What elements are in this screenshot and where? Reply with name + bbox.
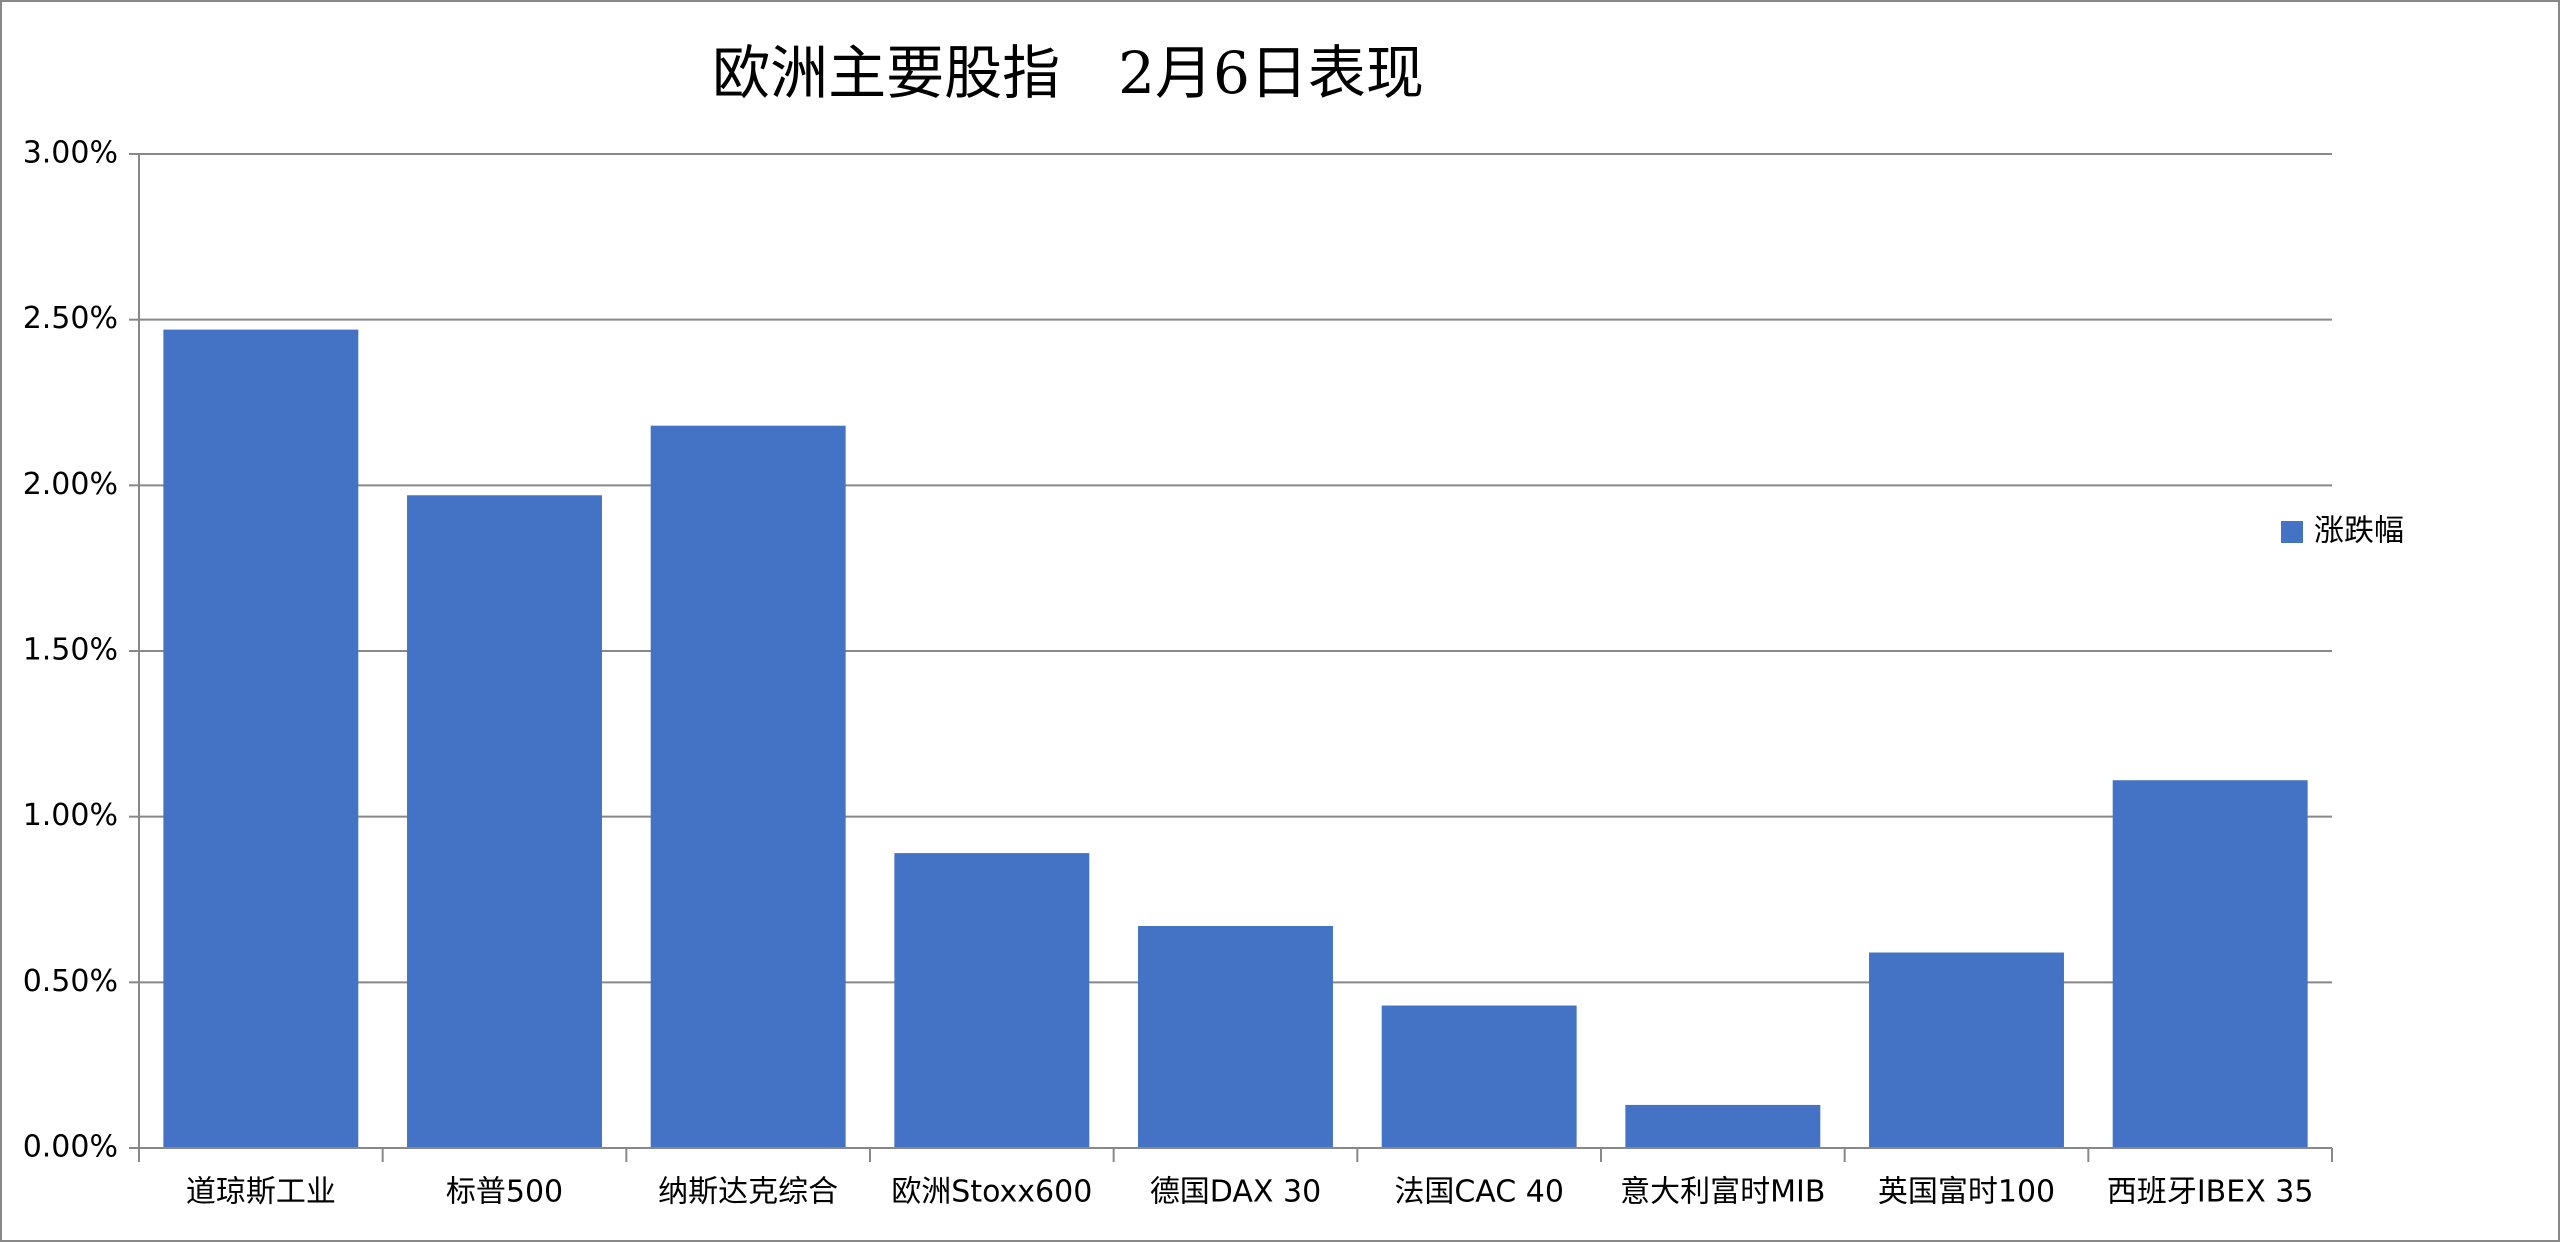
bar (1869, 952, 2064, 1148)
legend-label: 涨跌幅 (2314, 514, 2404, 549)
bar (650, 425, 846, 1148)
y-tick-label: 3.00% (23, 136, 118, 171)
x-tick-label: 意大利富时MIB (1620, 1175, 1825, 1210)
bar (1625, 1104, 1821, 1148)
x-tick-label: 法国CAC 40 (1394, 1175, 1564, 1210)
bar (1138, 926, 1333, 1148)
legend-swatch (2281, 521, 2303, 543)
y-tick-label: 1.50% (23, 633, 118, 668)
x-tick-label: 标普500 (446, 1175, 563, 1210)
x-tick-label: 道琼斯工业 (186, 1175, 336, 1210)
bar (407, 495, 602, 1149)
x-tick-label: 纳斯达克综合 (658, 1175, 838, 1210)
bar (163, 329, 359, 1148)
x-tick-label: 欧洲Stoxx600 (891, 1175, 1092, 1210)
chart-title: 欧洲主要股指 2月6日表现 (712, 39, 1424, 107)
y-tick-label: 2.50% (23, 301, 118, 336)
bar (1381, 1005, 1577, 1148)
y-tick-label: 1.00% (23, 798, 118, 833)
bar (894, 853, 1090, 1148)
x-tick-label: 西班牙IBEX 35 (2107, 1175, 2314, 1210)
bar (2112, 780, 2308, 1148)
x-tick-label: 英国富时100 (1878, 1175, 2055, 1210)
y-tick-label: 0.00% (23, 1130, 118, 1165)
y-tick-label: 0.50% (23, 964, 118, 999)
x-tick-label: 德国DAX 30 (1150, 1175, 1321, 1210)
y-tick-label: 2.00% (23, 467, 118, 502)
